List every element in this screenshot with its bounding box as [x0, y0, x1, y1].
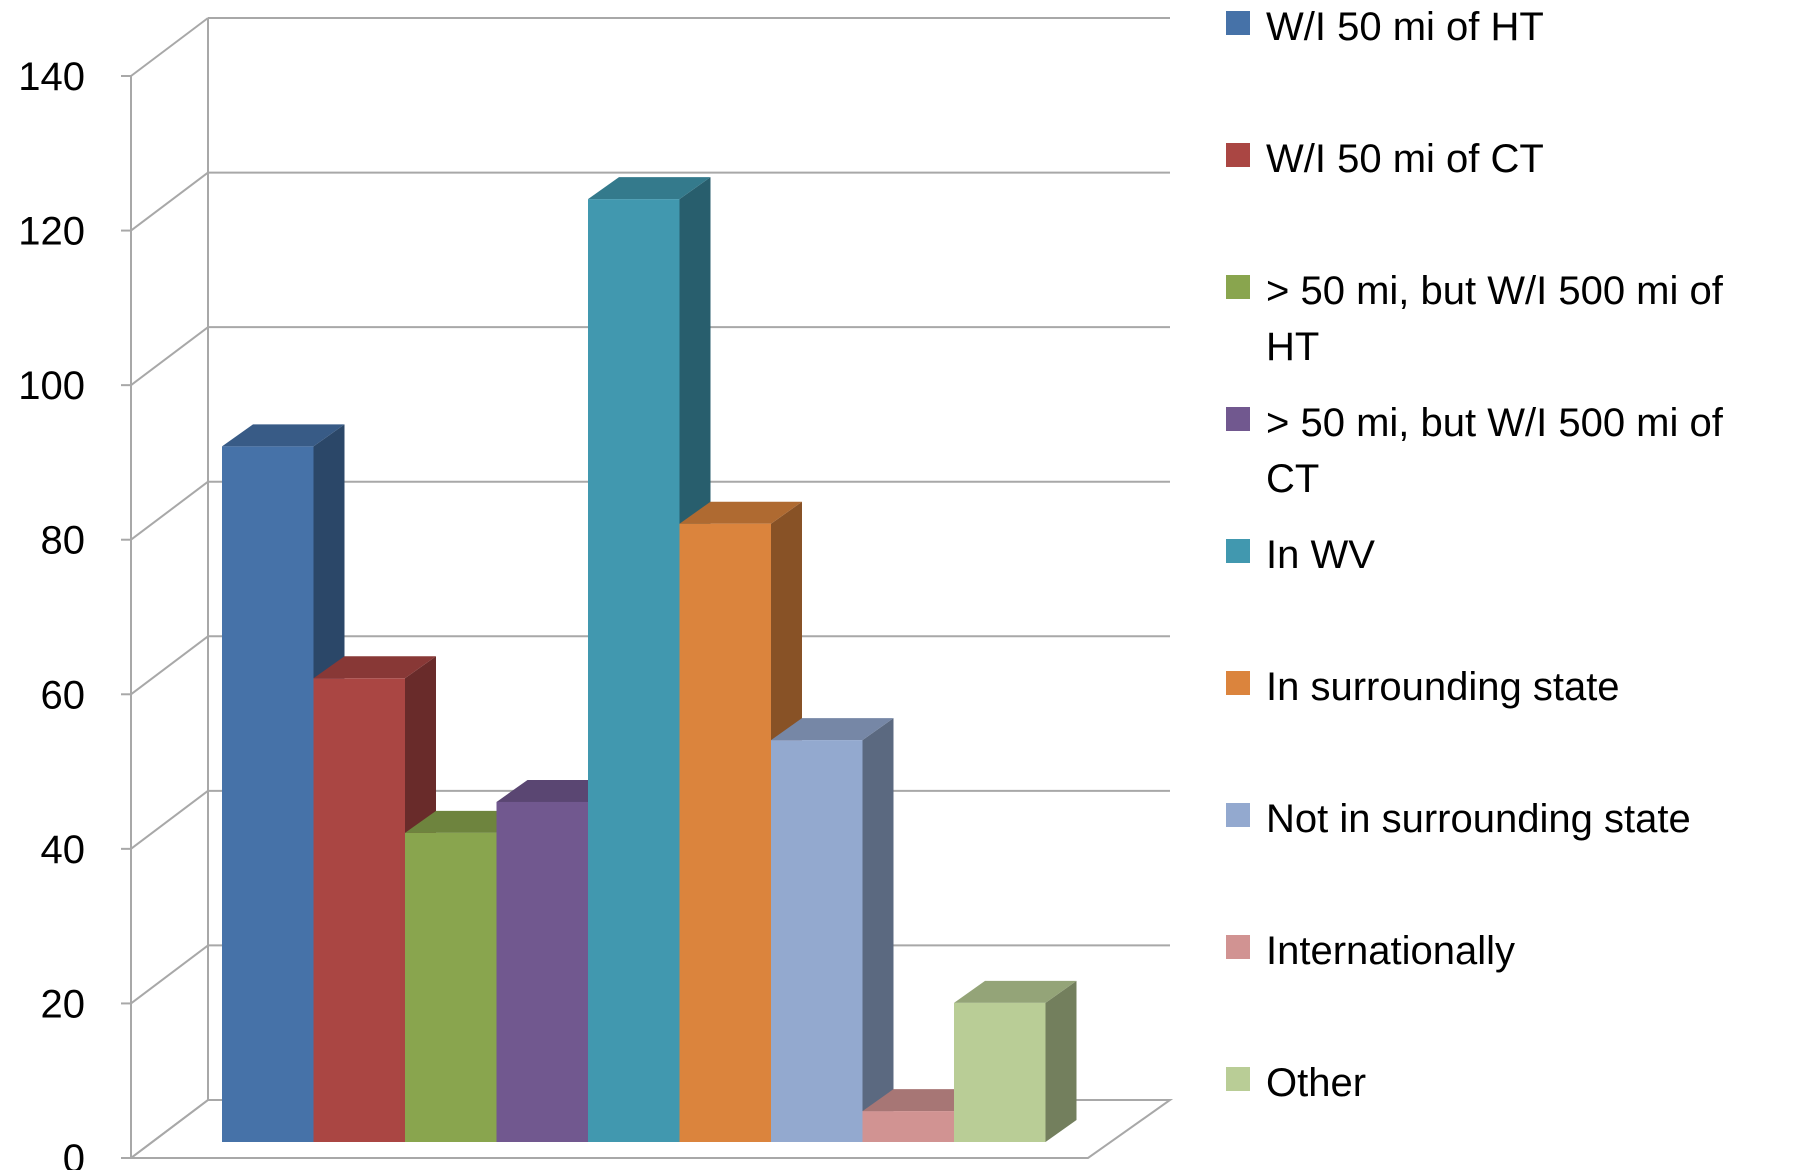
bar-top — [313, 656, 436, 679]
bar-front — [862, 1111, 954, 1142]
legend-swatch — [1226, 275, 1250, 299]
y-tick-label: 40 — [41, 828, 86, 872]
legend-swatch — [1226, 671, 1250, 695]
legend-label: W/I 50 mi of HT — [1266, 5, 1544, 49]
gridline-side — [130, 480, 209, 541]
legend-swatch — [1226, 143, 1250, 167]
legend-item: W/I 50 mi of HT — [1226, 5, 1544, 49]
legend-swatch — [1226, 803, 1250, 827]
legend: W/I 50 mi of HT W/I 50 mi of CT > 50 mi, b… — [1226, 5, 1724, 1105]
bar-top — [679, 501, 802, 524]
legend-label: In WV — [1266, 533, 1375, 577]
bar — [771, 718, 894, 1142]
bar-front — [496, 801, 588, 1142]
bar-front — [771, 740, 863, 1142]
legend-item: In WV — [1226, 533, 1375, 577]
legend-swatch — [1226, 1067, 1250, 1091]
legend-label: W/I 50 mi of CT — [1266, 137, 1544, 181]
gridline-side — [130, 1099, 209, 1159]
gridline-side — [130, 326, 209, 386]
legend-swatch — [1226, 539, 1250, 563]
legend-item: Internationally — [1226, 929, 1515, 973]
y-tick-label: 140 — [18, 55, 85, 99]
y-tick-label: 80 — [41, 519, 86, 563]
legend-label: > 50 mi, but W/I 500 mi of — [1266, 401, 1724, 445]
y-tick-label: 120 — [18, 210, 85, 254]
legend-label: HT — [1266, 325, 1319, 369]
bar-top — [588, 177, 711, 200]
gridline-side — [130, 790, 209, 850]
bar-side — [1045, 980, 1077, 1142]
legend-label: Internationally — [1266, 929, 1515, 973]
bar-top — [771, 718, 894, 741]
bar-front — [954, 1002, 1046, 1142]
bar — [954, 980, 1077, 1142]
legend-item: W/I 50 mi of CT — [1226, 137, 1544, 181]
bars — [222, 177, 1077, 1143]
gridline-side — [130, 17, 209, 77]
gridline-side — [130, 171, 209, 232]
gridline-side — [130, 635, 209, 696]
y-tick-label: 100 — [18, 364, 85, 408]
legend-item: > 50 mi, but W/I 500 mi of HT — [1226, 269, 1724, 369]
bar-side — [862, 718, 894, 1142]
legend-label: In surrounding state — [1266, 665, 1620, 709]
y-tick-label: 0 — [63, 1137, 85, 1170]
legend-item: Other — [1226, 1061, 1366, 1105]
legend-swatch — [1226, 407, 1250, 431]
bar-front — [222, 446, 314, 1142]
y-tick-label: 20 — [41, 982, 86, 1026]
legend-swatch — [1226, 11, 1250, 35]
legend-item: Not in surrounding state — [1226, 797, 1691, 841]
bar-top — [954, 980, 1077, 1003]
y-axis: 0 20 40 60 80 100 120 140 — [18, 18, 209, 1170]
bar-front — [679, 523, 771, 1142]
bar-front — [588, 199, 680, 1143]
bar-front — [313, 678, 405, 1142]
y-tick-label: 60 — [41, 673, 86, 717]
legend-swatch — [1226, 935, 1250, 959]
legend-item: In surrounding state — [1226, 665, 1620, 709]
bar-top — [222, 424, 345, 447]
bar-front — [405, 832, 497, 1142]
gridline-side — [130, 944, 209, 1005]
legend-label: CT — [1266, 457, 1319, 501]
legend-item: > 50 mi, but W/I 500 mi of CT — [1226, 401, 1724, 501]
legend-label: Not in surrounding state — [1266, 797, 1691, 841]
legend-label: Other — [1266, 1061, 1366, 1105]
legend-label: > 50 mi, but W/I 500 mi of — [1266, 269, 1724, 313]
